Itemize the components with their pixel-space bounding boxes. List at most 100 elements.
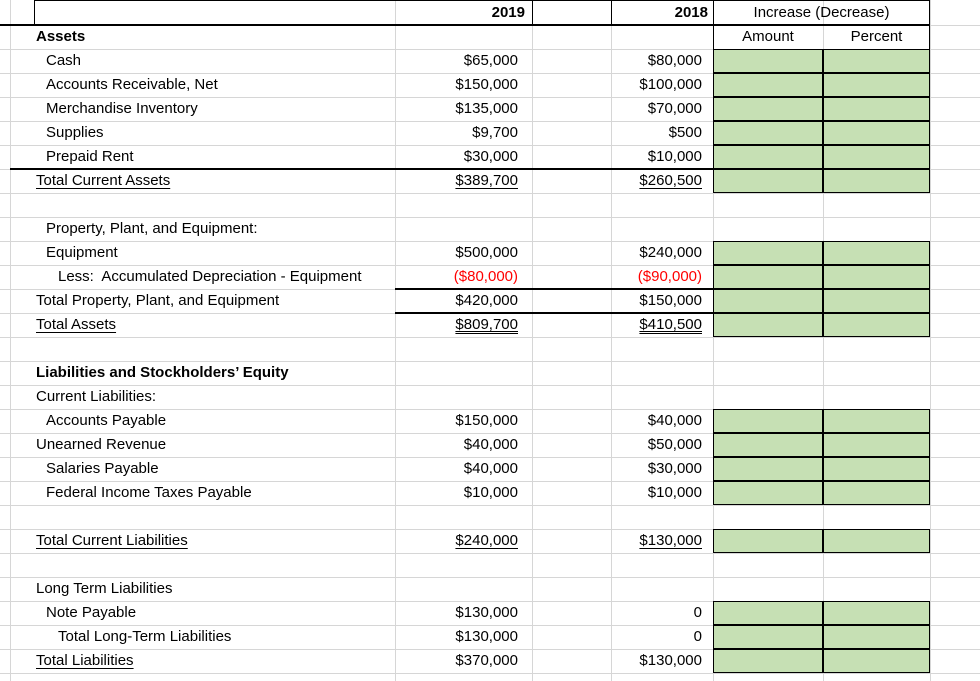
row-label[interactable]: Accounts Payable [46, 412, 167, 429]
value-2019[interactable]: $500,000 [455, 244, 518, 261]
percent-input-cell[interactable] [823, 313, 930, 337]
row-label[interactable]: Cash [46, 52, 82, 69]
row-label[interactable]: Federal Income Taxes Payable [46, 484, 252, 501]
amount-input-cell[interactable] [713, 97, 823, 121]
row-label[interactable]: Merchandise Inventory [46, 100, 198, 117]
value-2018[interactable]: $130,000 [639, 532, 702, 549]
percent-input-cell[interactable] [823, 169, 930, 193]
col-header-increase-decrease[interactable]: Increase (Decrease) [753, 4, 890, 21]
amount-input-cell[interactable] [713, 649, 823, 673]
row-label[interactable]: Equipment [46, 244, 118, 261]
value-2018[interactable]: $50,000 [647, 436, 702, 453]
percent-input-cell[interactable] [823, 625, 930, 649]
amount-input-cell[interactable] [713, 313, 823, 337]
amount-input-cell[interactable] [713, 73, 823, 97]
percent-input-cell[interactable] [823, 121, 930, 145]
amount-input-cell[interactable] [713, 121, 823, 145]
percent-input-cell[interactable] [823, 409, 930, 433]
value-2019[interactable]: $150,000 [455, 76, 518, 93]
percent-input-cell[interactable] [823, 97, 930, 121]
value-2018[interactable]: $10,000 [647, 484, 702, 501]
value-2018[interactable]: $80,000 [647, 52, 702, 69]
value-2019[interactable]: $389,700 [455, 172, 518, 189]
value-2019[interactable]: $809,700 [455, 316, 518, 333]
percent-input-cell[interactable] [823, 457, 930, 481]
amount-input-cell[interactable] [713, 457, 823, 481]
amount-input-cell[interactable] [713, 625, 823, 649]
amount-input-cell[interactable] [713, 169, 823, 193]
value-2018[interactable]: $30,000 [647, 460, 702, 477]
value-2018[interactable]: $150,000 [639, 292, 702, 309]
amount-input-cell[interactable] [713, 241, 823, 265]
row-label[interactable]: Total Liabilities [36, 652, 134, 669]
row-label[interactable]: Assets [36, 28, 86, 45]
value-2019[interactable]: $40,000 [463, 436, 518, 453]
row-label[interactable]: Total Current Liabilities [36, 532, 188, 549]
percent-input-cell[interactable] [823, 145, 930, 169]
percent-input-cell[interactable] [823, 73, 930, 97]
amount-input-cell[interactable] [713, 409, 823, 433]
amount-input-cell[interactable] [713, 265, 823, 289]
value-2018[interactable]: $410,500 [639, 316, 702, 333]
percent-input-cell[interactable] [823, 49, 930, 73]
value-2019[interactable]: $130,000 [455, 604, 518, 621]
value-2018[interactable]: 0 [693, 628, 702, 645]
value-2019[interactable]: $370,000 [455, 652, 518, 669]
value-2018[interactable]: 0 [693, 604, 702, 621]
amount-input-cell[interactable] [713, 529, 823, 553]
percent-input-cell[interactable] [823, 265, 930, 289]
value-2018[interactable]: $240,000 [639, 244, 702, 261]
percent-input-cell[interactable] [823, 529, 930, 553]
value-2018[interactable]: $260,500 [639, 172, 702, 189]
row-label[interactable]: Supplies [46, 124, 104, 141]
col-header-percent[interactable]: Percent [850, 28, 903, 45]
value-2019[interactable]: $30,000 [463, 148, 518, 165]
row-label[interactable]: Note Payable [46, 604, 137, 621]
value-2019[interactable]: $135,000 [455, 100, 518, 117]
percent-input-cell[interactable] [823, 433, 930, 457]
row-label[interactable]: Less: Accumulated Depreciation - Equipme… [58, 268, 362, 285]
row-label[interactable]: Total Assets [36, 316, 117, 333]
row-label[interactable]: Current Liabilities: [36, 388, 157, 405]
value-2018[interactable]: $130,000 [639, 652, 702, 669]
row-label[interactable]: Total Long-Term Liabilities [58, 628, 232, 645]
amount-input-cell[interactable] [713, 145, 823, 169]
value-2018[interactable]: $40,000 [647, 412, 702, 429]
value-2018[interactable]: $70,000 [647, 100, 702, 117]
percent-input-cell[interactable] [823, 289, 930, 313]
amount-input-cell[interactable] [713, 289, 823, 313]
value-2019[interactable]: $10,000 [463, 484, 518, 501]
row-label[interactable]: Salaries Payable [46, 460, 159, 477]
amount-input-cell[interactable] [713, 481, 823, 505]
col-header-2018[interactable]: 2018 [674, 4, 708, 21]
value-2019[interactable]: $150,000 [455, 412, 518, 429]
amount-input-cell[interactable] [713, 49, 823, 73]
value-2019[interactable]: $130,000 [455, 628, 518, 645]
value-2019[interactable]: ($80,000) [453, 268, 518, 285]
row-label[interactable]: Property, Plant, and Equipment: [46, 220, 258, 237]
value-2019[interactable]: $420,000 [455, 292, 518, 309]
value-2018[interactable]: $100,000 [639, 76, 702, 93]
row-label[interactable]: Unearned Revenue [36, 436, 167, 453]
row-label[interactable]: Total Current Assets [36, 172, 171, 189]
value-2019[interactable]: $9,700 [472, 124, 518, 141]
value-2018[interactable]: $500 [668, 124, 702, 141]
percent-input-cell[interactable] [823, 601, 930, 625]
value-2018[interactable]: $10,000 [647, 148, 702, 165]
value-2019[interactable]: $65,000 [463, 52, 518, 69]
row-label[interactable]: Liabilities and Stockholders’ Equity [36, 364, 289, 381]
value-2019[interactable]: $240,000 [455, 532, 518, 549]
percent-input-cell[interactable] [823, 241, 930, 265]
percent-input-cell[interactable] [823, 481, 930, 505]
percent-input-cell[interactable] [823, 649, 930, 673]
amount-input-cell[interactable] [713, 601, 823, 625]
col-header-amount[interactable]: Amount [742, 28, 794, 45]
value-2019[interactable]: $40,000 [463, 460, 518, 477]
row-label[interactable]: Long Term Liabilities [36, 580, 173, 597]
row-label[interactable]: Total Property, Plant, and Equipment [36, 292, 280, 309]
amount-input-cell[interactable] [713, 433, 823, 457]
row-label[interactable]: Accounts Receivable, Net [46, 76, 218, 93]
row-label[interactable]: Prepaid Rent [46, 148, 134, 165]
col-header-2019[interactable]: 2019 [491, 4, 525, 21]
value-2018[interactable]: ($90,000) [637, 268, 702, 285]
